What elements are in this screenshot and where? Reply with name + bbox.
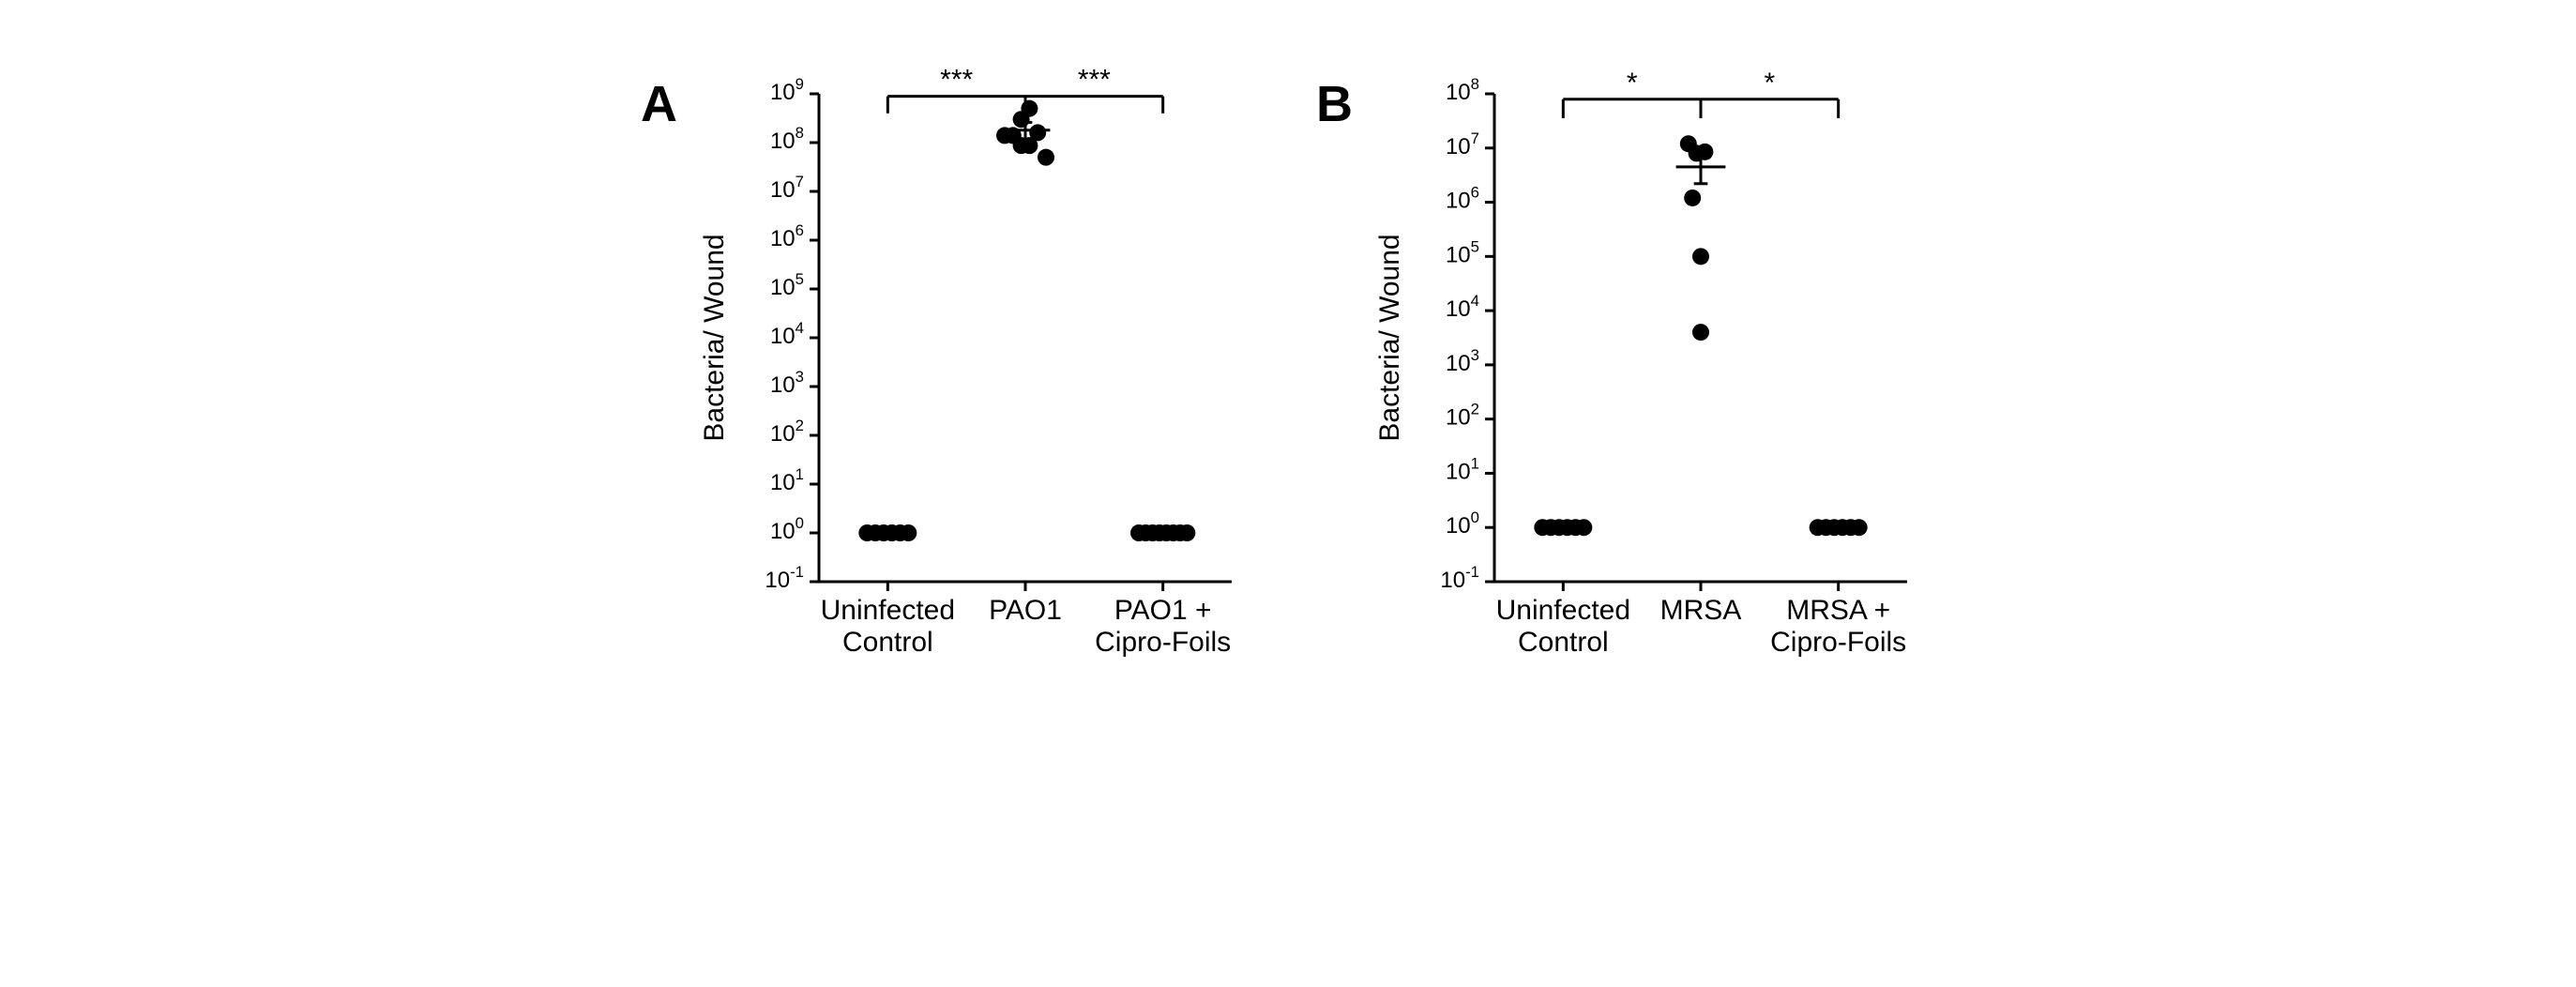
panel-a: A 10-1 100 101 102 103 104 105 106 107 108 109 Bact… — [641, 28, 1260, 676]
x-category-label: MRSA + — [1786, 595, 1890, 626]
y-tick-label: 102 — [770, 417, 804, 447]
y-tick-label: 104 — [1446, 292, 1479, 322]
y-tick-label: 103 — [770, 368, 804, 398]
panel-label-a: A — [641, 75, 689, 133]
y-tick-label: 108 — [770, 124, 804, 154]
y-tick-label: 101 — [770, 465, 804, 495]
y-tick-label: 102 — [1446, 401, 1479, 431]
y-tick-label: 10-1 — [1440, 563, 1479, 593]
y-tick-label: 100 — [1446, 509, 1479, 539]
y-tick-label: 100 — [770, 514, 804, 544]
data-point — [1851, 519, 1868, 536]
data-point — [1029, 124, 1046, 141]
x-category-label: Cipro-Foils — [1770, 627, 1906, 658]
panel-b-plot: 10-1 100 101 102 103 104 105 106 107 108 Bacteria/… — [1372, 28, 1935, 676]
y-tick-label: 107 — [1446, 129, 1479, 159]
panel-a-plot: 10-1 100 101 102 103 104 105 106 107 108 109 Bacter… — [697, 28, 1260, 676]
data-point — [1021, 100, 1038, 117]
panel-label-b: B — [1316, 75, 1365, 133]
y-axis-title: Bacteria/ Wound — [1374, 234, 1405, 441]
data-point — [1178, 524, 1195, 541]
x-category-label: Uninfected — [821, 595, 955, 626]
data-point — [1692, 324, 1709, 341]
y-tick-label: 106 — [770, 221, 804, 251]
x-category-label: Cipro-Foils — [1095, 627, 1231, 658]
y-tick-label: 10-1 — [765, 563, 804, 593]
y-tick-label: 107 — [770, 173, 804, 203]
panel-b: B 10-1 100 101 102 103 104 105 106 107 108 Bacteri… — [1316, 28, 1935, 676]
data-point — [900, 524, 917, 541]
figure: A 10-1 100 101 102 103 104 105 106 107 108 109 Bact… — [0, 0, 2576, 694]
data-point — [1692, 248, 1709, 265]
x-category-label: PAO1 + — [1114, 595, 1212, 626]
data-point — [1005, 127, 1022, 144]
significance-label: *** — [1078, 65, 1111, 96]
y-tick-label: 109 — [770, 75, 804, 105]
data-point — [1038, 149, 1054, 166]
significance-label: * — [1627, 68, 1638, 99]
y-tick-label: 101 — [1446, 454, 1479, 484]
y-tick-label: 103 — [1446, 346, 1479, 376]
y-tick-label: 106 — [1446, 183, 1479, 213]
x-category-label: Uninfected — [1496, 595, 1630, 626]
x-category-label: Control — [842, 627, 933, 658]
chart-a: 10-1 100 101 102 103 104 105 106 107 108 109 Bacter… — [697, 28, 1260, 676]
chart-b: 10-1 100 101 102 103 104 105 106 107 108 Bacteria/… — [1372, 28, 1935, 676]
x-category-label: Control — [1518, 627, 1609, 658]
data-point — [1575, 519, 1592, 536]
data-point — [1696, 144, 1713, 160]
data-point — [1684, 190, 1701, 206]
y-tick-label: 105 — [1446, 237, 1479, 267]
significance-label: *** — [940, 65, 973, 96]
x-category-label: PAO1 — [989, 595, 1062, 626]
x-category-label: MRSA — [1660, 595, 1742, 626]
y-tick-label: 105 — [770, 270, 804, 300]
y-tick-label: 108 — [1446, 75, 1479, 105]
significance-label: * — [1764, 68, 1775, 99]
y-axis-title: Bacteria/ Wound — [699, 234, 730, 441]
y-tick-label: 104 — [770, 319, 804, 349]
